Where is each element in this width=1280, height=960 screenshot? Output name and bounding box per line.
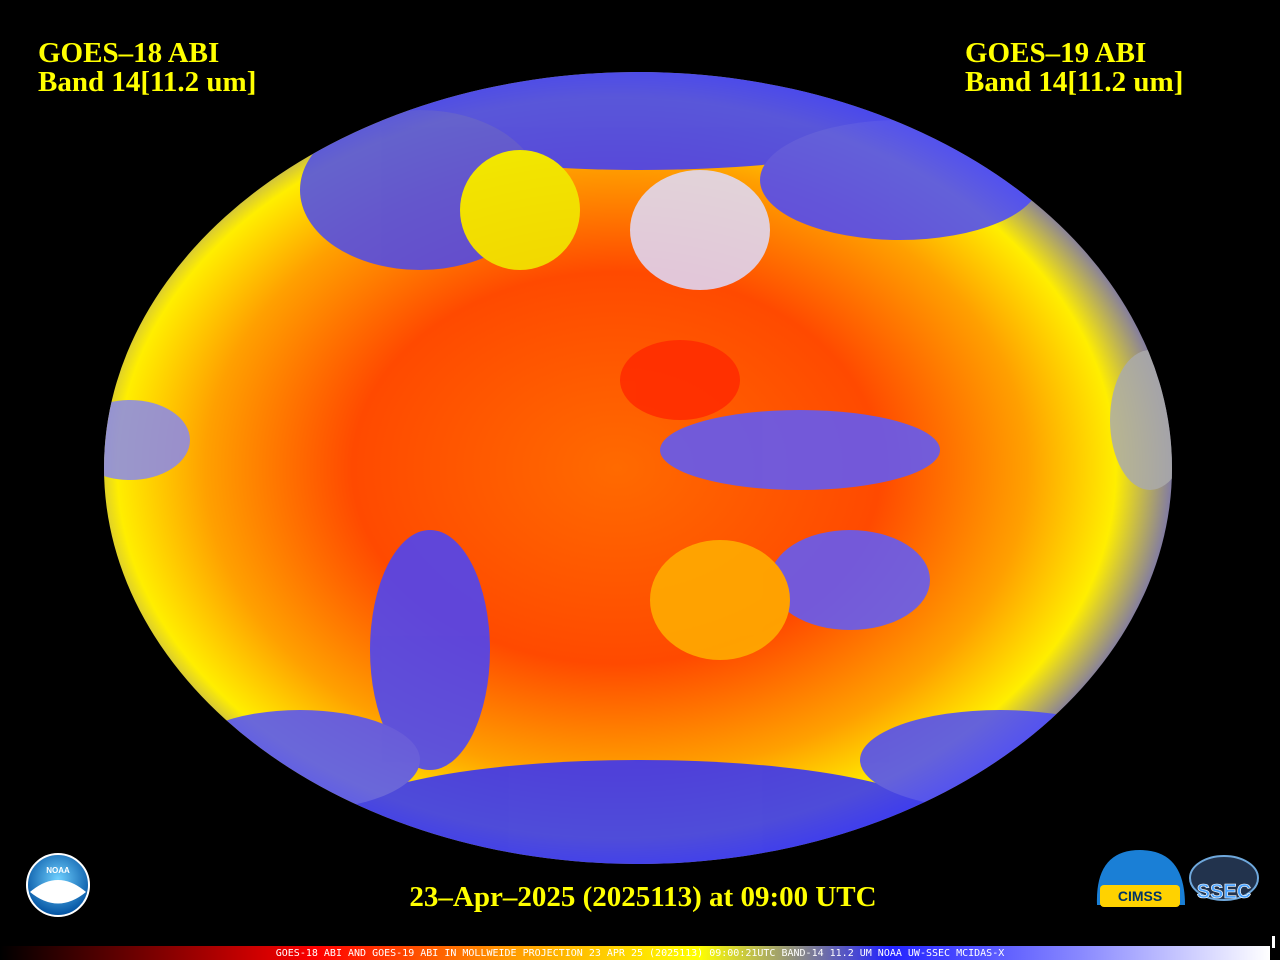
footer-caption: GOES-18 ABI AND GOES-19 ABI IN MOLLWEIDE… <box>276 948 1004 959</box>
noaa-label: NOAA <box>46 866 70 875</box>
ssec-logo: SSEC <box>1189 855 1259 903</box>
left-satellite: GOES–18 ABI <box>38 37 219 69</box>
cimss-label: CIMSS <box>1118 888 1162 904</box>
ssec-label: SSEC <box>1197 881 1251 903</box>
timestamp: 23–Apr–2025 (2025113) at 09:00 UTC <box>409 881 876 913</box>
cimss-logo: CIMSS <box>1096 850 1185 907</box>
left-band: Band 14[11.2 um] <box>38 66 256 98</box>
cursor-mark <box>1272 936 1275 948</box>
noaa-logo: NOAA <box>26 853 90 917</box>
color-bar <box>0 946 1270 960</box>
right-satellite: GOES–19 ABI <box>965 37 1146 69</box>
right-band: Band 14[11.2 um] <box>965 66 1183 98</box>
